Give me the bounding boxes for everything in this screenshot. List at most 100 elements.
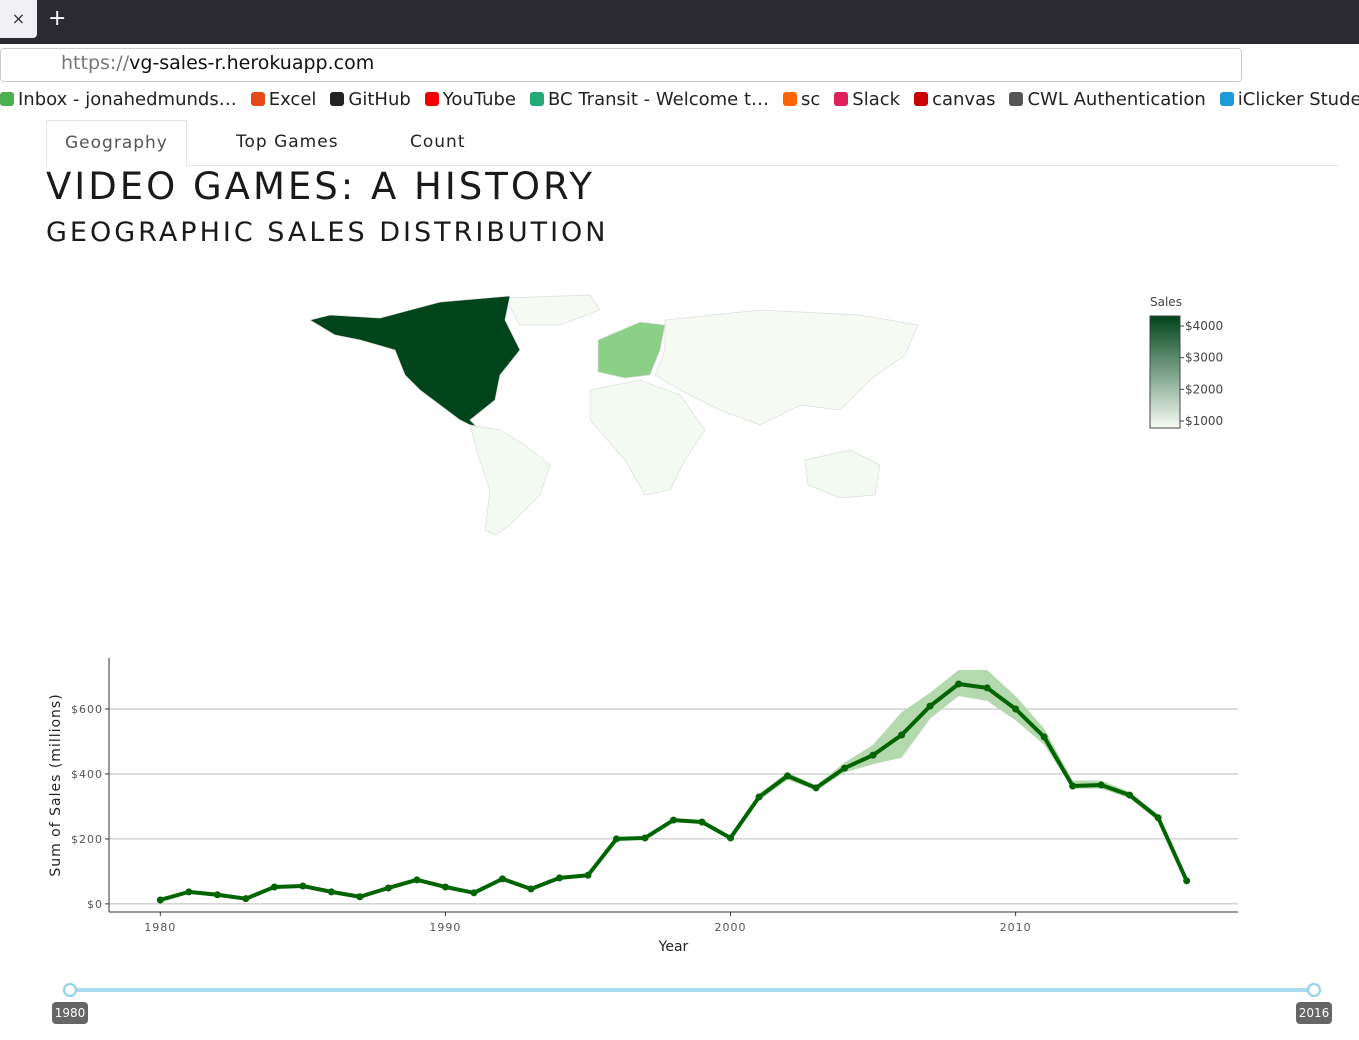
bookmark-label: iClicker Student — [1237, 89, 1359, 110]
greenland — [504, 294, 601, 326]
slider-handle[interactable] — [1307, 983, 1321, 997]
map: Sales $1000 $2000 $3000 $4000 — [309, 294, 1223, 536]
tab-close[interactable]: × — [0, 0, 37, 38]
bookmark[interactable]: sc — [783, 89, 820, 110]
bookmark[interactable]: BC Transit - Welcome t… — [530, 89, 769, 110]
point — [156, 896, 164, 904]
point — [470, 889, 478, 897]
bookmark-icon — [1009, 92, 1024, 106]
bookmark-label: YouTube — [442, 89, 516, 110]
bookmark[interactable]: CWL Authentication — [1009, 89, 1206, 110]
bookmark[interactable]: Excel — [250, 89, 316, 110]
new-tab[interactable]: + — [48, 6, 67, 31]
point — [983, 684, 991, 692]
bookmark-icon — [530, 92, 544, 106]
x-tick-label: 2000 — [715, 921, 747, 934]
y-tick-label: $0 — [87, 898, 103, 911]
bookmark-icon — [424, 92, 439, 106]
bookmarks-bar: Inbox - jonahedmunds… Excel GitHub YouTube B… — [0, 89, 1359, 115]
bookmark[interactable]: GitHub — [330, 89, 411, 110]
confidence-band — [160, 670, 1187, 901]
point — [527, 885, 535, 893]
nav-tab[interactable]: Count — [410, 132, 466, 152]
slider-handle[interactable] — [63, 983, 77, 997]
x-axis-label: Year — [658, 939, 689, 955]
point — [784, 772, 792, 780]
point — [441, 883, 449, 891]
colorbar-tick-label: $1000 — [1185, 414, 1223, 428]
url-scheme: https:// — [61, 52, 130, 74]
point — [555, 874, 563, 882]
south-america — [469, 424, 551, 536]
url: https://vg-sales-r.herokuapp.com — [61, 52, 374, 74]
australia — [804, 449, 881, 499]
point — [213, 891, 221, 899]
point — [641, 834, 649, 842]
y-tick-label: $400 — [71, 768, 103, 781]
point — [727, 834, 735, 842]
slider-value-label: 1980 — [55, 1006, 86, 1020]
bookmark[interactable]: YouTube — [424, 89, 516, 110]
nav-tabs: Geography Top Games Count — [46, 120, 1339, 167]
bookmark[interactable]: Inbox - jonahedmunds… — [0, 89, 237, 110]
bookmark-icon — [914, 92, 929, 106]
url-host: vg-sales-r.herokuapp.com — [129, 52, 375, 74]
bookmark-label: Inbox - jonahedmunds… — [18, 89, 237, 110]
line-chart: $0 $200 $400 $600 1980 1990 2000 2010 Year Sum of… — [48, 658, 1238, 955]
bookmark-icon — [834, 92, 849, 106]
point — [898, 731, 906, 739]
point — [1126, 791, 1134, 799]
bookmark-icon — [783, 92, 798, 106]
nav-tab[interactable]: Top Games — [236, 132, 339, 152]
point — [812, 784, 820, 792]
point — [1012, 705, 1020, 713]
bookmark-label: CWL Authentication — [1027, 89, 1206, 110]
point — [242, 895, 250, 903]
bookmark-label: sc — [801, 89, 821, 110]
point — [299, 882, 307, 890]
point — [413, 876, 421, 884]
point — [384, 884, 392, 892]
bookmark[interactable]: canvas — [914, 89, 995, 110]
page-subtitle: GEOGRAPHIC SALES DISTRIBUTION — [46, 217, 609, 248]
x-tick-label: 1990 — [429, 921, 461, 934]
url-bar[interactable] — [0, 48, 1242, 82]
colorbar-tick-label: $2000 — [1185, 382, 1223, 396]
slider-value-label: 2016 — [1299, 1006, 1330, 1020]
point — [1040, 733, 1048, 741]
point — [498, 875, 506, 883]
africa — [589, 379, 706, 496]
bookmark-icon — [1219, 92, 1234, 106]
point — [270, 883, 278, 891]
browser-tabstrip — [0, 0, 1359, 44]
europe — [597, 321, 666, 379]
asia — [654, 309, 919, 426]
point — [1183, 877, 1191, 885]
point — [698, 818, 706, 826]
colorbar-tick-label: $4000 — [1185, 319, 1223, 333]
point — [1069, 782, 1077, 790]
y-tick-label: $600 — [71, 703, 103, 716]
colorbar-tick-label: $3000 — [1185, 351, 1223, 365]
page-title: VIDEO GAMES: A HISTORY — [46, 165, 595, 208]
bookmark-label: canvas — [932, 89, 996, 110]
bookmark-icon — [0, 92, 14, 106]
point — [356, 893, 364, 901]
colorbar-title: Sales — [1150, 295, 1182, 309]
y-tick-label: $200 — [71, 833, 103, 846]
point — [1097, 781, 1105, 789]
point — [869, 751, 877, 759]
nav-tab[interactable]: Geography — [46, 120, 187, 167]
bookmark[interactable]: Slack — [834, 89, 900, 110]
bookmark-label: Slack — [852, 89, 901, 110]
point — [841, 764, 849, 772]
point — [1154, 814, 1162, 822]
year-slider: 1980 2016 — [52, 983, 1332, 1024]
bookmark[interactable]: iClicker Student — [1219, 89, 1359, 110]
x-tick-label: 1980 — [144, 921, 176, 934]
bookmark-icon — [250, 92, 265, 106]
point — [755, 793, 763, 801]
bookmark-label: BC Transit - Welcome t… — [548, 89, 770, 110]
point — [327, 888, 335, 896]
